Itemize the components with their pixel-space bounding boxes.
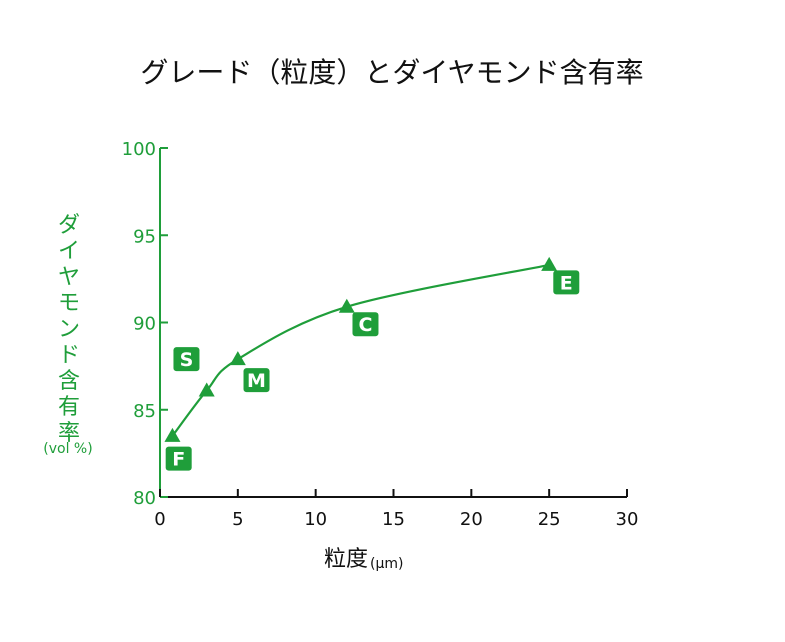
x-tick-label: 20 xyxy=(460,509,483,530)
y-axis-label-char: ン xyxy=(58,317,80,342)
data-point-triangle xyxy=(541,256,558,271)
grade-badge: C xyxy=(352,312,379,337)
grade-badge-box xyxy=(165,446,192,471)
grade-badge-label: F xyxy=(172,449,185,471)
grade-badge-box xyxy=(553,270,580,295)
y-tick-label: 100 xyxy=(122,139,156,160)
grade-badge-label: S xyxy=(180,349,194,371)
y-tick-label: 85 xyxy=(133,401,156,422)
y-tick-label: 95 xyxy=(133,226,156,247)
series-line xyxy=(171,263,550,437)
x-axis-unit: (µm) xyxy=(370,556,403,572)
x-tick-label: 30 xyxy=(616,509,639,530)
y-axis-unit: (vol %) xyxy=(43,441,92,457)
y-axis-label: ダイヤモンド含有率 xyxy=(58,213,80,446)
x-tick-label: 10 xyxy=(304,509,327,530)
data-points xyxy=(164,256,558,442)
x-tick-label: 25 xyxy=(538,509,561,530)
x-tick-label: 5 xyxy=(232,509,243,530)
y-axis-label-char: ヤ xyxy=(58,265,80,290)
y-axis-label-char: ダ xyxy=(58,213,80,238)
grade-badges: F S M C E xyxy=(165,270,580,471)
y-axis-label-char: ド xyxy=(58,343,80,368)
grade-badge: M xyxy=(243,368,270,393)
data-curve xyxy=(171,263,550,437)
grade-badge-label: C xyxy=(359,314,373,336)
axes: 80 85 90 95 100 0 5 10 15 20 25 30 xyxy=(122,139,639,530)
x-tick-label: 0 xyxy=(154,509,165,530)
y-axis-label-char: イ xyxy=(58,239,80,264)
y-tick-label: 80 xyxy=(133,488,156,509)
grade-badge: F xyxy=(165,446,192,471)
y-axis-label-char: 有 xyxy=(58,395,80,420)
chart-title: グレード（粒度）とダイヤモンド含有率 xyxy=(140,56,643,89)
grade-badge-label: M xyxy=(247,370,266,392)
y-axis-label-char: 含 xyxy=(58,369,80,394)
y-tick-label: 90 xyxy=(133,314,156,335)
x-tick-label: 15 xyxy=(382,509,405,530)
grade-badge-box xyxy=(352,312,379,337)
x-axis-label: 粒度 xyxy=(324,547,368,572)
y-axis-label-char: モ xyxy=(58,291,80,316)
data-point-triangle xyxy=(229,351,246,366)
grade-badge-label: E xyxy=(560,272,573,294)
grade-badge-box xyxy=(243,368,270,393)
data-point-triangle xyxy=(164,427,181,442)
grade-badge: S xyxy=(173,347,200,372)
y-axis-label-char: 率 xyxy=(58,421,80,446)
grade-badge-box xyxy=(173,347,200,372)
grade-badge: E xyxy=(553,270,580,295)
data-point-triangle xyxy=(198,382,215,397)
data-point-triangle xyxy=(338,298,355,313)
